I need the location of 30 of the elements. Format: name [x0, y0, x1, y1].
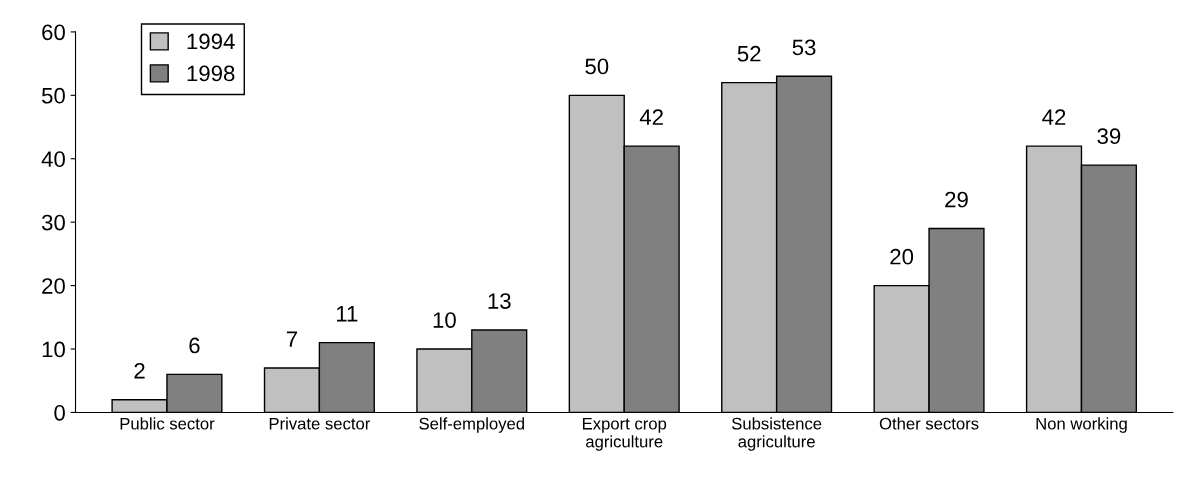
data-label: 20: [890, 248, 914, 265]
data-label: 50: [585, 58, 609, 75]
data-label: 10: [433, 312, 456, 328]
x-tick-label: Export crop agriculture: [582, 417, 667, 451]
x-tick-label: Other sectors: [879, 417, 979, 430]
legend-label: 1994: [187, 33, 235, 50]
y-tick-label: 0: [54, 404, 65, 421]
y-tick-label: 60: [42, 24, 65, 41]
data-label: 6: [189, 337, 200, 354]
data-label: 42: [639, 109, 663, 125]
y-tick-label: 10: [42, 341, 65, 358]
data-label: 11: [336, 306, 358, 322]
y-tick-label: 20: [42, 278, 65, 294]
x-tick-label: Non working: [1036, 417, 1127, 433]
y-tick-label: 30: [41, 214, 65, 231]
data-label: 39: [1097, 128, 1121, 145]
y-tick-label: 40: [41, 151, 65, 168]
data-label: 2: [134, 362, 145, 379]
legend-label: 1998: [187, 65, 235, 82]
x-tick-label: Subsistence agriculture: [732, 417, 822, 451]
x-tick-label: Public sector: [120, 417, 215, 430]
data-label: 29: [945, 191, 968, 208]
data-label: 13: [488, 293, 511, 309]
x-tick-label: Self-employed: [419, 417, 524, 433]
data-label: 53: [792, 39, 816, 56]
x-tick-label: Private sector: [269, 417, 371, 430]
y-tick-label: 50: [41, 87, 65, 104]
data-label: 42: [1042, 109, 1066, 125]
data-label: 7: [286, 331, 298, 347]
data-label: 52: [737, 45, 761, 62]
